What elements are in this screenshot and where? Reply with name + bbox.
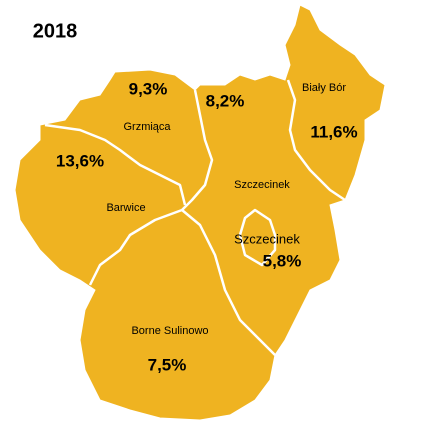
- county-shape: [14, 4, 386, 421]
- region-name: Borne Sulinowo: [131, 325, 208, 337]
- region-value: 5,8%: [263, 251, 302, 270]
- border: [286, 79, 346, 202]
- region-name: Barwice: [106, 202, 145, 214]
- region-name: Szczecinek: [234, 231, 300, 246]
- border: [44, 123, 187, 206]
- region-value: 9,3%: [129, 79, 168, 98]
- region-name: Szczecinek: [234, 179, 290, 191]
- border: [181, 89, 214, 211]
- border: [181, 209, 276, 356]
- title: 2018: [33, 20, 78, 42]
- region-value: 13,6%: [56, 151, 104, 170]
- region-name: Biały Bór: [302, 82, 346, 94]
- region-value: 8,2%: [206, 91, 245, 110]
- border: [88, 208, 183, 286]
- region-name: Grzmiąca: [123, 121, 171, 133]
- city-border: [238, 208, 277, 267]
- region-value: 11,6%: [310, 122, 357, 141]
- region-value: 7,5%: [148, 355, 187, 374]
